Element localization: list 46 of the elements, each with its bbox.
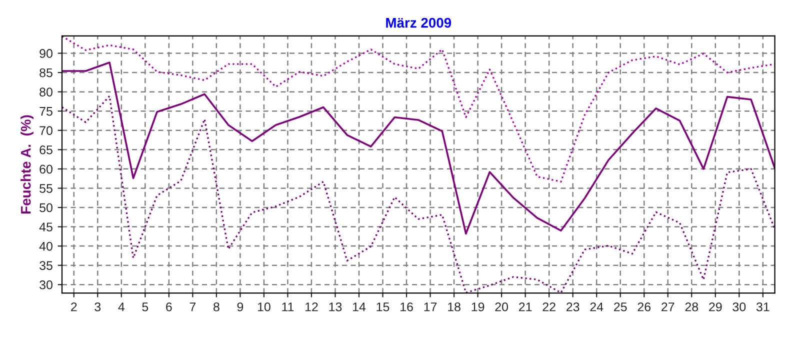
x-tick-label: 16	[400, 302, 413, 312]
y-tick-label: 90	[40, 49, 52, 58]
x-tick-label: 31	[756, 302, 770, 312]
y-tick-label: 35	[40, 261, 52, 270]
y-tick-label: 30	[40, 280, 52, 290]
x-tick-label: 11	[282, 302, 294, 312]
x-tick-label: 29	[709, 302, 722, 312]
y-axis-title: Feuchte A. (%)	[20, 115, 34, 214]
y-tick-label: 70	[40, 126, 52, 136]
x-tick-label: 2	[71, 302, 77, 312]
y-tick-label: 85	[40, 68, 52, 78]
y-tick-label: 55	[40, 184, 52, 193]
x-tick-label: 26	[638, 302, 651, 312]
x-tick-label: 19	[472, 302, 484, 312]
x-tick-label: 8	[214, 302, 220, 312]
x-tick-label: 22	[542, 302, 556, 312]
y-tick-label: 40	[39, 242, 52, 251]
x-tick-label: 5	[142, 302, 148, 312]
y-tick-label: 45	[39, 222, 52, 232]
x-tick-label: 28	[685, 302, 698, 312]
x-tick-label: 9	[237, 302, 244, 312]
x-tick-label: 30	[732, 302, 746, 312]
x-tick-label: 23	[566, 302, 580, 312]
x-tick-label: 4	[118, 302, 125, 312]
x-tick-label: 3	[94, 302, 101, 312]
x-tick-label: 24	[590, 302, 604, 312]
line-series	[62, 62, 775, 235]
x-tick-label: 15	[376, 302, 390, 312]
x-tick-label: 13	[329, 302, 342, 312]
x-tick-label: 7	[190, 302, 196, 312]
x-tick-label: 12	[305, 302, 318, 312]
y-tick-label: 65	[40, 145, 52, 154]
x-tick-label: 14	[353, 302, 366, 312]
y-tick-label: 80	[40, 88, 52, 96]
chart-title: März 2009	[386, 18, 452, 28]
y-tick-label: 75	[40, 107, 52, 116]
x-tick-label: 20	[495, 302, 508, 312]
x-tick-label: 6	[166, 302, 172, 312]
x-tick-label: 10	[258, 302, 270, 312]
x-tick-label: 18	[448, 302, 460, 312]
y-tick-label: 50	[40, 203, 52, 212]
x-tick-label: 21	[519, 302, 532, 312]
x-tick-label: 25	[614, 302, 627, 312]
x-tick-label: 27	[662, 302, 674, 312]
x-tick-label: 17	[424, 302, 437, 312]
y-tick-label: 60	[40, 164, 52, 174]
